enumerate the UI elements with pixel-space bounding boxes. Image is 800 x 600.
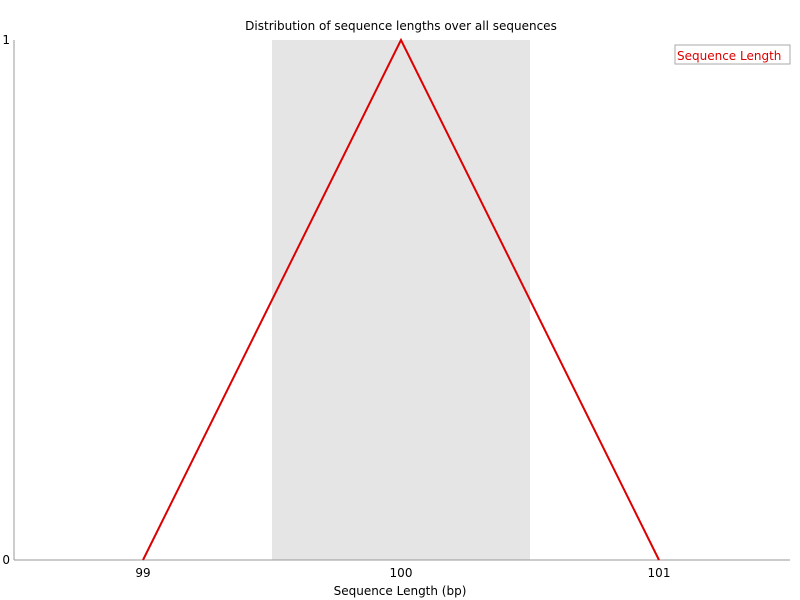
series-layer [142,37,660,561]
x-tick-label: 100 [390,566,413,580]
legend: Sequence Length [674,44,791,65]
legend-label-sequence-length: Sequence Length [677,49,781,63]
x-axis-label: Sequence Length (bp) [334,584,467,598]
legend-box [674,44,791,65]
x-tick-label: 99 [135,566,150,580]
highlight-band [272,40,530,560]
y-tick-label: 1 [2,33,10,47]
chart-title: Distribution of sequence lengths over al… [245,19,557,33]
y-tick-labels: 01 [2,33,10,567]
x-tick-label: 101 [648,566,671,580]
x-tick-labels: 99 100 101 [135,566,670,580]
y-tick-label: 0 [2,553,10,567]
series-line-0 [142,37,660,561]
